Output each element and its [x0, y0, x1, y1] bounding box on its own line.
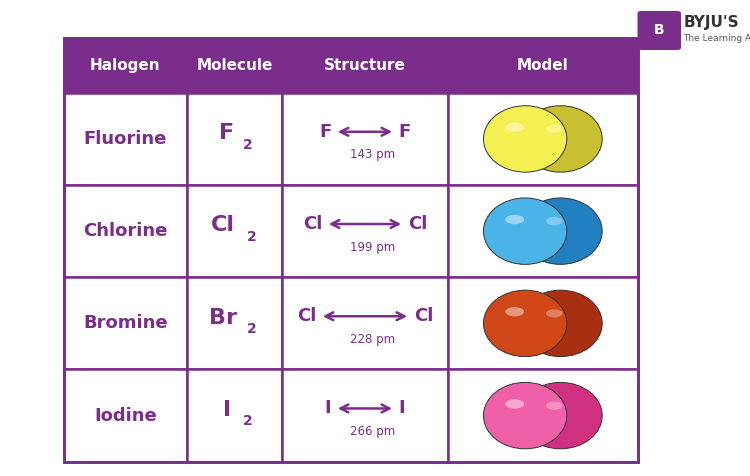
FancyBboxPatch shape — [64, 277, 187, 369]
FancyBboxPatch shape — [448, 277, 638, 369]
Text: 2: 2 — [247, 322, 256, 336]
Text: Cl: Cl — [303, 215, 322, 233]
Text: 2: 2 — [247, 230, 256, 244]
Text: Halogen: Halogen — [90, 58, 160, 73]
Text: BYJU'S: BYJU'S — [683, 15, 739, 30]
FancyBboxPatch shape — [448, 38, 638, 93]
Text: Bromine: Bromine — [83, 314, 168, 332]
Text: 2: 2 — [243, 138, 253, 152]
Text: Br: Br — [209, 307, 237, 327]
Text: I: I — [399, 399, 405, 417]
Ellipse shape — [506, 123, 524, 132]
Text: F: F — [399, 123, 411, 141]
FancyBboxPatch shape — [638, 11, 681, 50]
FancyBboxPatch shape — [448, 185, 638, 277]
Text: Cl: Cl — [211, 216, 236, 236]
Text: F: F — [220, 123, 235, 143]
Text: Structure: Structure — [324, 58, 406, 73]
Ellipse shape — [546, 125, 562, 133]
Text: Cl: Cl — [297, 307, 316, 325]
FancyBboxPatch shape — [187, 38, 282, 93]
Text: F: F — [319, 123, 332, 141]
Text: I: I — [325, 399, 332, 417]
Text: 199 pm: 199 pm — [350, 241, 395, 254]
Text: 266 pm: 266 pm — [350, 425, 395, 438]
FancyBboxPatch shape — [64, 38, 187, 93]
FancyBboxPatch shape — [282, 369, 448, 462]
FancyBboxPatch shape — [187, 185, 282, 277]
FancyBboxPatch shape — [282, 185, 448, 277]
FancyBboxPatch shape — [448, 369, 638, 462]
Text: Chlorine: Chlorine — [83, 222, 167, 240]
FancyBboxPatch shape — [187, 277, 282, 369]
Ellipse shape — [484, 106, 567, 172]
Text: The Learning App: The Learning App — [683, 33, 750, 42]
Ellipse shape — [506, 307, 524, 317]
Ellipse shape — [519, 198, 602, 264]
FancyBboxPatch shape — [64, 185, 187, 277]
FancyBboxPatch shape — [187, 93, 282, 185]
Text: I: I — [223, 400, 231, 420]
FancyBboxPatch shape — [187, 369, 282, 462]
Text: 143 pm: 143 pm — [350, 149, 395, 161]
Ellipse shape — [546, 309, 562, 317]
Ellipse shape — [506, 399, 524, 408]
Ellipse shape — [519, 106, 602, 172]
Text: 228 pm: 228 pm — [350, 333, 395, 346]
FancyBboxPatch shape — [282, 38, 448, 93]
Ellipse shape — [546, 401, 562, 410]
Text: Cl: Cl — [414, 307, 433, 325]
FancyBboxPatch shape — [282, 93, 448, 185]
Text: 2: 2 — [243, 414, 253, 428]
Ellipse shape — [506, 215, 524, 224]
Ellipse shape — [519, 290, 602, 357]
FancyBboxPatch shape — [64, 369, 187, 462]
Ellipse shape — [484, 198, 567, 264]
Text: Iodine: Iodine — [94, 407, 157, 425]
Ellipse shape — [546, 217, 562, 225]
FancyBboxPatch shape — [282, 277, 448, 369]
Text: B: B — [654, 23, 664, 38]
Text: Model: Model — [517, 58, 568, 73]
Text: Fluorine: Fluorine — [84, 130, 167, 148]
Ellipse shape — [484, 382, 567, 449]
Ellipse shape — [484, 290, 567, 357]
FancyBboxPatch shape — [448, 93, 638, 185]
Text: Molecule: Molecule — [196, 58, 273, 73]
Ellipse shape — [519, 382, 602, 449]
Text: Cl: Cl — [408, 215, 427, 233]
FancyBboxPatch shape — [64, 93, 187, 185]
